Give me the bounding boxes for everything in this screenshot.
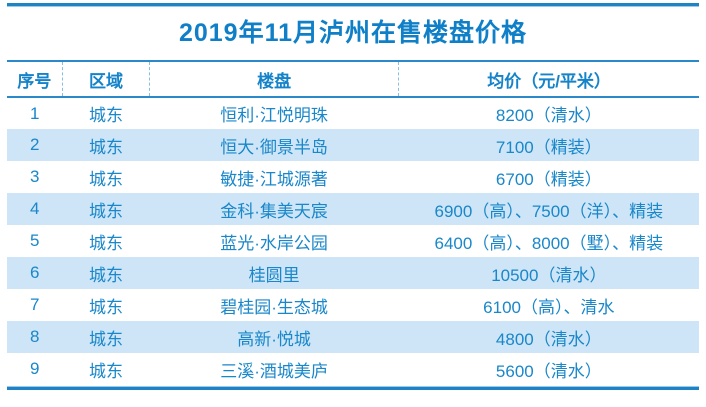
col-header-index: 序号 <box>7 61 63 97</box>
cell-building: 高新·悦城 <box>237 329 311 349</box>
table-row: 6 城东 桂圆里 10500（清水） <box>7 257 699 289</box>
cell-price: 4800（清水） <box>495 329 602 349</box>
cell-price: 10500（清水） <box>491 265 607 285</box>
top-rule <box>7 3 699 7</box>
cell-price: 6400（高）、8000（墅）、精装 <box>434 233 664 253</box>
table-row: 7 城东 碧桂园·生态城 6100（高）、清水 <box>7 289 699 321</box>
table-row: 5 城东 蓝光·水岸公园 6400（高）、8000（墅）、精装 <box>7 225 699 257</box>
cell-region: 城东 <box>88 265 123 285</box>
listings-price-table: 序号 区域 楼盘 均价（元/平米） 1 城东 恒利·江悦明珠 8200（清水） … <box>7 60 699 385</box>
cell-region: 城东 <box>88 137 123 157</box>
bottom-rule <box>7 386 699 390</box>
col-header-price: 均价（元/平米） <box>487 71 611 91</box>
cell-index: 8 <box>29 327 40 346</box>
table-row: 9 城东 三溪·酒城美庐 5600（清水） <box>7 353 699 385</box>
cell-building: 三溪·酒城美庐 <box>220 361 328 381</box>
cell-index: 2 <box>29 135 40 154</box>
cell-region: 城东 <box>88 297 123 317</box>
cell-building: 恒利·江悦明珠 <box>220 106 328 125</box>
table-row: 8 城东 高新·悦城 4800（清水） <box>7 321 699 353</box>
cell-building: 桂圆里 <box>248 265 300 285</box>
cell-region: 城东 <box>88 329 123 349</box>
cell-building: 金科·集美天宸 <box>220 201 328 221</box>
cell-index: 5 <box>29 231 40 250</box>
cell-index: 1 <box>29 103 40 123</box>
table-row: 1 城东 恒利·江悦明珠 8200（清水） <box>7 97 699 129</box>
table-body: 1 城东 恒利·江悦明珠 8200（清水） 2 城东 恒大·御景半岛 7100（… <box>7 97 699 385</box>
cell-index: 6 <box>29 263 40 282</box>
cell-region: 城东 <box>88 233 123 253</box>
cell-price: 8200（清水） <box>495 106 602 125</box>
page-title: 2019年11月泸州在售楼盘价格 <box>178 19 528 47</box>
cell-region: 城东 <box>88 361 123 381</box>
col-header-building: 楼盘 <box>149 61 400 97</box>
cell-building: 恒大·御景半岛 <box>220 137 328 157</box>
cell-index: 7 <box>29 295 40 314</box>
table-row: 3 城东 敏捷·江城源著 6700（精装） <box>7 161 699 193</box>
cell-price: 6900（高）、7500（洋）、精装 <box>434 201 664 221</box>
table-row: 2 城东 恒大·御景半岛 7100（精装） <box>7 129 699 161</box>
cell-building: 蓝光·水岸公园 <box>220 233 328 253</box>
cell-region: 城东 <box>88 169 123 189</box>
cell-index: 3 <box>29 167 40 186</box>
cell-index: 4 <box>29 199 40 218</box>
table-row: 4 城东 金科·集美天宸 6900（高）、7500（洋）、精装 <box>7 193 699 225</box>
cell-region: 城东 <box>88 106 123 125</box>
cell-price: 6100（高）、清水 <box>483 297 615 317</box>
cell-price: 7100（精装） <box>495 137 602 157</box>
cell-price: 5600（清水） <box>495 361 602 381</box>
cell-index: 9 <box>29 359 40 378</box>
cell-price: 6700（精装） <box>495 169 602 189</box>
table-header: 序号 区域 楼盘 均价（元/平米） <box>7 61 699 97</box>
cell-region: 城东 <box>88 201 123 221</box>
header-row: 序号 区域 楼盘 均价（元/平米） <box>7 61 699 97</box>
col-header-region: 区域 <box>62 61 151 97</box>
cell-building: 敏捷·江城源著 <box>220 169 328 189</box>
cell-building: 碧桂园·生态城 <box>220 297 328 317</box>
